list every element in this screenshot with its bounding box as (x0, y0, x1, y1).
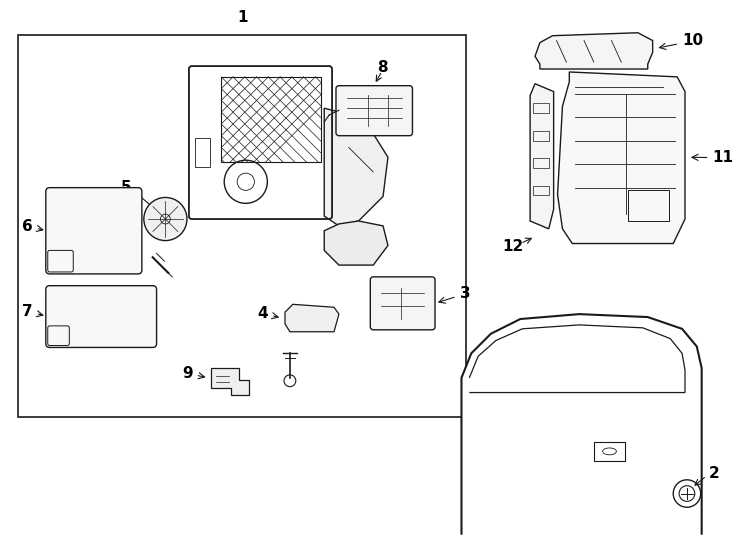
Bar (628, 190, 669, 221)
Polygon shape (530, 84, 553, 229)
Polygon shape (558, 72, 685, 244)
FancyBboxPatch shape (48, 251, 73, 272)
FancyBboxPatch shape (48, 326, 69, 346)
Polygon shape (324, 108, 388, 226)
Text: 2: 2 (708, 467, 719, 482)
Bar (533, 186, 549, 195)
Text: 10: 10 (660, 33, 703, 50)
Bar (533, 131, 549, 140)
Text: 6: 6 (22, 219, 43, 234)
Text: 8: 8 (377, 59, 388, 75)
Polygon shape (211, 368, 249, 395)
Text: 7: 7 (22, 304, 43, 319)
Polygon shape (285, 305, 339, 332)
Bar (533, 103, 549, 113)
Polygon shape (462, 314, 702, 535)
Text: 5: 5 (121, 180, 131, 195)
Text: 4: 4 (258, 306, 278, 321)
Polygon shape (324, 221, 388, 265)
Bar (594, 442, 625, 461)
Bar (221, 77, 321, 162)
Bar (533, 158, 549, 168)
Text: 1: 1 (237, 10, 247, 25)
FancyBboxPatch shape (46, 286, 156, 347)
Text: 11: 11 (692, 150, 733, 165)
Circle shape (144, 198, 187, 241)
Text: 12: 12 (502, 239, 523, 254)
Bar (18, 35, 466, 417)
Polygon shape (535, 33, 653, 69)
FancyBboxPatch shape (370, 277, 435, 330)
FancyBboxPatch shape (336, 86, 413, 136)
FancyBboxPatch shape (46, 187, 142, 274)
Text: 9: 9 (182, 366, 205, 381)
Text: 3: 3 (439, 286, 470, 303)
